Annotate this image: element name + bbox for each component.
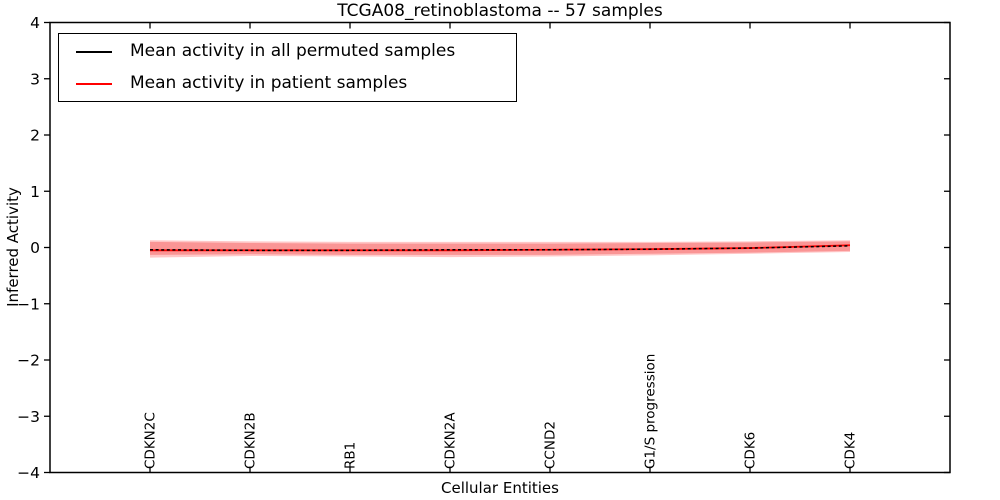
y-tick-label: −1 (17, 295, 40, 313)
legend-line-sample-patient (76, 82, 112, 85)
x-tick-label: RB1 (343, 442, 359, 469)
legend-label-patient: Mean activity in patient samples (130, 73, 408, 93)
y-tick-label: 4 (30, 14, 40, 32)
x-tick-label: CDKN2B (243, 412, 259, 469)
legend: Mean activity in all permuted samples Me… (58, 33, 517, 102)
y-tick-label: −3 (17, 408, 40, 426)
std-bands (150, 240, 850, 258)
y-tick-label: 0 (30, 239, 40, 257)
y-tick-label: 3 (30, 70, 40, 88)
legend-label-permuted: Mean activity in all permuted samples (130, 41, 456, 61)
x-tick-label: CDK6 (743, 432, 759, 469)
x-tick-labels: CDKN2C CDKN2B RB1 CDKN2A CCND2 G1/S progressi… (143, 354, 859, 469)
legend-item-permuted: Mean activity in all permuted samples (76, 37, 516, 66)
x-tick-label: CDK4 (843, 432, 859, 469)
y-tick-label: 2 (30, 127, 40, 145)
x-tick-label: CCND2 (543, 421, 559, 469)
y-tick-label: 1 (30, 183, 40, 201)
chart-title: TCGA08_retinoblastoma -- 57 samples (337, 1, 663, 21)
legend-line-sample-permuted (76, 50, 112, 53)
x-tick-label: CDKN2C (143, 412, 159, 469)
axis-ticks (44, 21, 950, 474)
x-tick-label: CDKN2A (443, 412, 459, 469)
x-tick-label: G1/S progression (643, 354, 659, 469)
y-tick-labels: 4 3 2 1 0 −1 −2 −3 −4 (17, 14, 40, 482)
series-lines (149, 244, 851, 252)
x-axis-label: Cellular Entities (441, 479, 559, 497)
y-tick-label: −2 (17, 352, 40, 370)
y-tick-label: −4 (17, 464, 40, 482)
y-axis-label: Inferred Activity (4, 187, 22, 307)
legend-item-patient: Mean activity in patient samples (76, 69, 516, 98)
